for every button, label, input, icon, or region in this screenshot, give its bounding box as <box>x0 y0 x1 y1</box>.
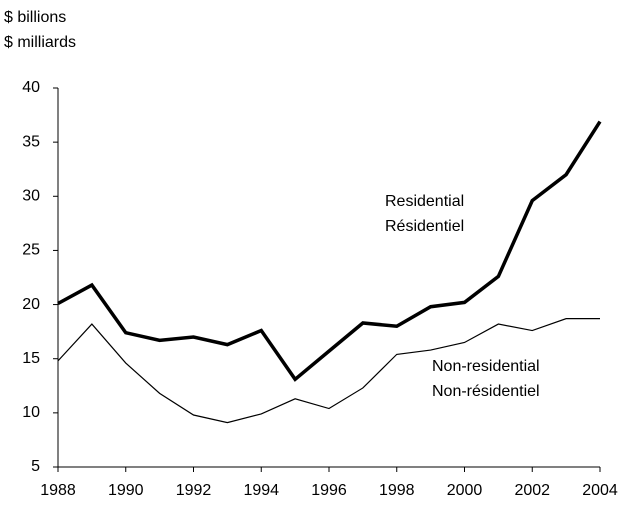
y-tick-label: 30 <box>22 188 40 205</box>
series-label: Résidentiel <box>385 218 464 235</box>
x-tick-label: 1990 <box>108 482 144 499</box>
y-tick-label: 40 <box>22 79 40 96</box>
y-tick-label: 20 <box>22 296 40 313</box>
series-line <box>57 318 600 424</box>
x-tick-label: 1994 <box>243 482 279 499</box>
series-label: Non-résidentiel <box>432 383 540 400</box>
x-tick-label: 2000 <box>447 482 483 499</box>
x-tick-label: 1998 <box>379 482 415 499</box>
series-label: Non-residential <box>432 358 540 375</box>
y-tick-label: 10 <box>22 404 40 421</box>
x-tick-label: 1988 <box>40 482 76 499</box>
x-tick-label: 1996 <box>311 482 347 499</box>
y-tick-label: 5 <box>31 458 40 475</box>
y-axis-label: $ billions <box>4 9 66 26</box>
series-label: Residential <box>385 193 464 210</box>
y-tick-label: 15 <box>22 350 40 367</box>
x-tick-label: 1992 <box>176 482 212 499</box>
series-line <box>57 120 602 382</box>
x-tick-label: 2002 <box>514 482 550 499</box>
y-tick-label: 25 <box>22 242 40 259</box>
x-tick-label: 2004 <box>582 482 618 499</box>
y-axis-label: $ milliards <box>4 34 76 51</box>
y-tick-label: 35 <box>22 133 40 150</box>
